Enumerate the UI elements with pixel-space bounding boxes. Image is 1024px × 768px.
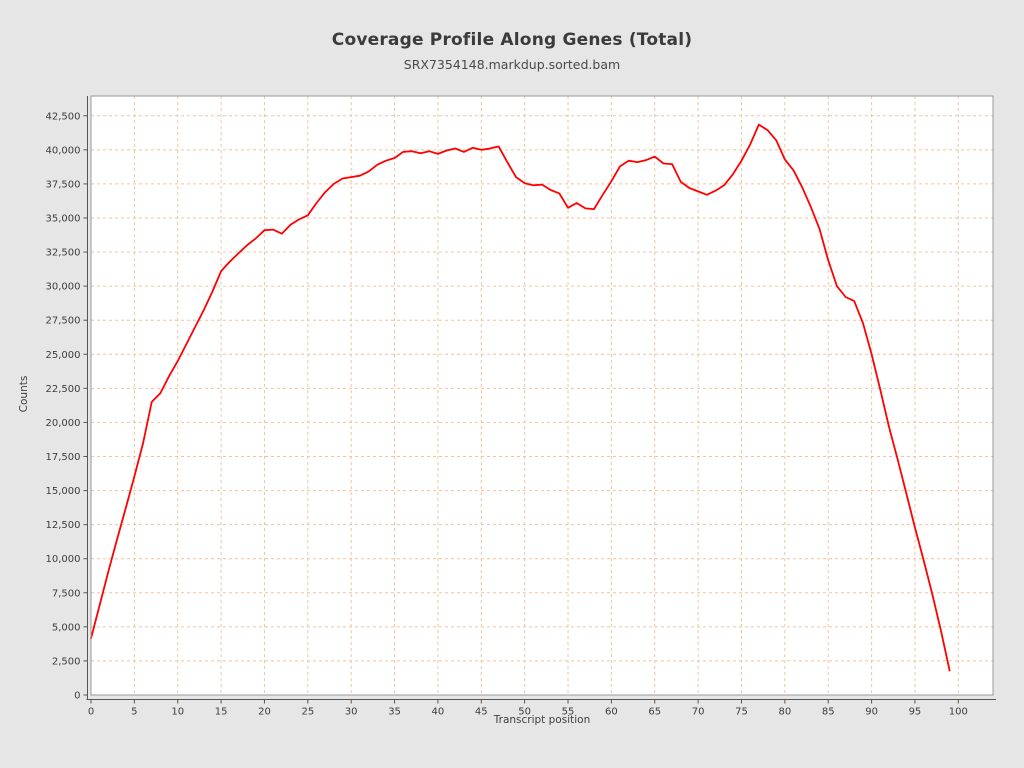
y-tick-label: 30,000 [46,282,81,293]
x-tick-label: 90 [865,707,878,718]
y-tick-label: 10,000 [46,554,81,565]
x-tick-label: 20 [258,707,271,718]
y-tick-label: 35,000 [46,213,81,224]
y-tick-label: 5,000 [52,622,81,633]
x-axis-title: Transcript position [493,714,591,726]
x-tick-label: 100 [949,707,968,718]
y-tick-label: 40,000 [46,145,81,156]
x-tick-label: 25 [301,707,314,718]
x-tick-label: 15 [215,707,228,718]
x-tick-label: 10 [171,707,184,718]
y-tick-label: 7,500 [52,588,81,599]
x-tick-label: 40 [432,707,445,718]
x-tick-label: 5 [131,707,137,718]
y-tick-label: 25,000 [46,350,81,361]
y-tick-label: 15,000 [46,486,81,497]
chart-subtitle: SRX7354148.markdup.sorted.bam [403,57,621,72]
y-tick-label: 2,500 [52,656,81,667]
x-tick-label: 60 [605,707,618,718]
x-tick-label: 95 [909,707,922,718]
y-tick-label: 20,000 [46,418,81,429]
x-tick-label: 80 [778,707,791,718]
x-tick-label: 85 [822,707,835,718]
x-tick-label: 70 [692,707,705,718]
x-tick-label: 45 [475,707,488,718]
y-tick-label: 0 [74,691,80,702]
y-tick-label: 42,500 [46,111,81,122]
x-tick-label: 55 [562,707,575,718]
y-tick-label: 27,500 [46,316,81,327]
x-tick-label: 0 [88,707,94,718]
y-tick-label: 37,500 [46,179,81,190]
x-tick-label: 75 [735,707,748,718]
coverage-line [90,123,951,672]
y-tick-label: 17,500 [46,452,81,463]
plot-background [91,96,993,695]
y-tick-label: 22,500 [46,384,81,395]
x-tick-label: 65 [648,707,661,718]
y-tick-label: 32,500 [46,248,81,259]
y-tick-label: 12,500 [46,520,81,531]
x-tick-label: 50 [518,707,531,718]
plot-border [90,95,994,696]
x-tick-label: 30 [345,707,358,718]
chart-title: Coverage Profile Along Genes (Total) [331,30,693,50]
x-tick-label: 35 [388,707,401,718]
